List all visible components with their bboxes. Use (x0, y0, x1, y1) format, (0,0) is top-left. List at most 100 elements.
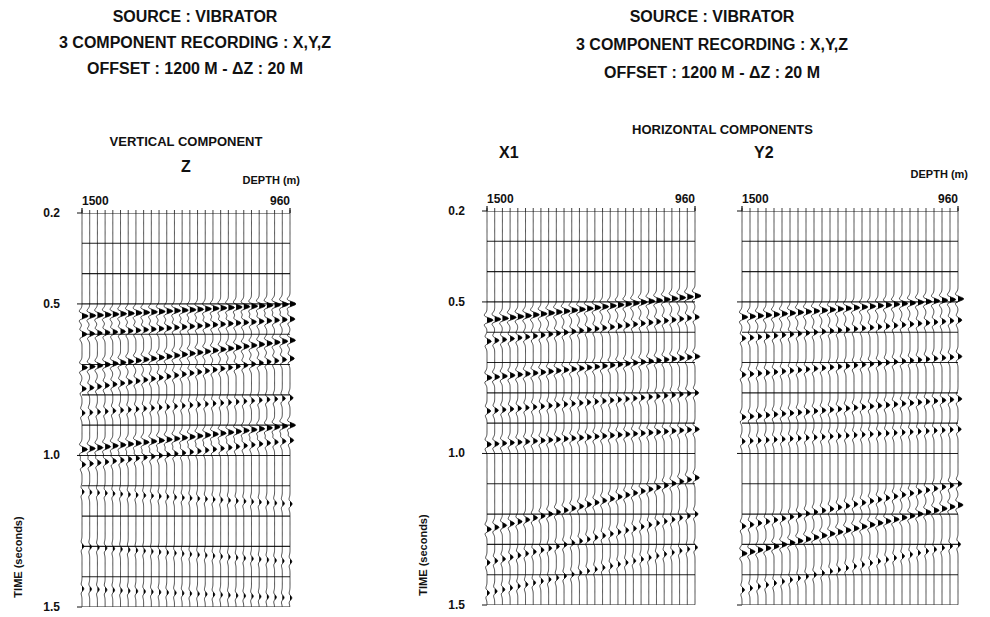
trace-fill (526, 211, 532, 605)
trace (484, 211, 493, 605)
trace (843, 211, 851, 605)
timing-line (82, 243, 290, 244)
trace (554, 211, 563, 605)
trace-tick (266, 210, 267, 213)
trace (279, 213, 288, 607)
header-line: 3 COMPONENT RECORDING : X,Y,Z (59, 34, 331, 51)
y-tick (77, 303, 82, 304)
trace (179, 213, 188, 607)
y-tick (482, 211, 487, 212)
timing-line (487, 574, 695, 575)
trace (654, 211, 663, 605)
panel: ZDEPTH (m)TIME (seconds)15009600.20.51.0… (12, 158, 300, 614)
trace (891, 211, 899, 605)
x-axis-title: DEPTH (m) (243, 174, 301, 186)
trace-tick (212, 210, 213, 213)
panel: X1TIME (seconds)15009600.20.51.01.5 (417, 144, 701, 612)
timing-line (82, 303, 290, 304)
trace (819, 211, 827, 605)
trace (584, 211, 593, 605)
panel-title: X1 (499, 144, 519, 161)
x-tick (957, 206, 958, 211)
trace (835, 211, 843, 605)
trace (118, 213, 127, 607)
trace-fill (502, 211, 508, 605)
trace-tick (189, 210, 190, 213)
trace (133, 213, 142, 607)
trace-tick (934, 208, 935, 211)
trace-fill (290, 213, 296, 607)
trace-tick (750, 208, 751, 211)
timing-line (742, 241, 958, 242)
trace-fill (174, 213, 180, 607)
y-tick (482, 301, 487, 302)
trace-tick (120, 210, 121, 213)
trace (915, 211, 923, 605)
panel: Y2DEPTH (m)1500960 (737, 144, 968, 605)
timing-line (487, 332, 695, 333)
trace-fill (282, 213, 288, 607)
trace (249, 213, 258, 607)
trace (771, 211, 779, 605)
x-tick-label: 1500 (82, 194, 109, 208)
trace (577, 211, 586, 605)
x-tick (81, 208, 82, 213)
trace (827, 211, 835, 605)
y-tick-label: 1.0 (448, 446, 465, 460)
trace (218, 213, 227, 607)
panel-title: Y2 (754, 144, 774, 161)
trace-tick (798, 208, 799, 211)
trace-fill (236, 213, 242, 607)
y-tick (482, 605, 487, 606)
trace-tick (942, 208, 943, 211)
trace (899, 211, 907, 605)
y-tick-label: 1.5 (448, 598, 465, 612)
timing-line (742, 453, 958, 454)
trace-tick (830, 208, 831, 211)
trace (592, 211, 601, 605)
figure: SOURCE : VIBRATOR3 COMPONENT RECORDING :… (0, 0, 990, 617)
trace-tick (862, 208, 863, 211)
trace-tick (894, 208, 895, 211)
trace-fill (926, 211, 932, 605)
trace-tick (633, 208, 634, 211)
trace-tick (790, 208, 791, 211)
trace-tick (671, 208, 672, 211)
trace-fill (595, 211, 601, 605)
y-axis-title: TIME (seconds) (417, 514, 429, 596)
trace-fill (695, 211, 701, 605)
trace-fill (672, 211, 678, 605)
trace-fill (167, 213, 173, 607)
trace (803, 211, 811, 605)
timing-line (82, 213, 290, 214)
trace-tick (135, 210, 136, 213)
x-tick-label: 960 (938, 192, 958, 206)
trace-tick (958, 208, 959, 211)
trace (859, 211, 867, 605)
trace-tick (548, 208, 549, 211)
trace (955, 211, 963, 605)
trace (546, 211, 555, 605)
trace (608, 211, 617, 605)
y-axis-title: TIME (seconds) (12, 516, 24, 598)
trace (763, 211, 771, 605)
trace-fill (934, 211, 940, 605)
trace (561, 211, 570, 605)
trace-tick (105, 210, 106, 213)
trace-tick (774, 208, 775, 211)
header-line: OFFSET : 1200 M - ΔZ : 20 M (87, 60, 303, 77)
trace (110, 213, 119, 607)
trace-tick (846, 208, 847, 211)
trace (907, 211, 915, 605)
y-tick-label: 0.5 (448, 295, 465, 309)
trace (156, 213, 165, 607)
trace (149, 213, 158, 607)
trace-fill (664, 211, 670, 605)
trace-tick (556, 208, 557, 211)
trace-tick (695, 208, 696, 211)
timing-line (742, 271, 958, 272)
trace-fill (136, 213, 142, 607)
x-tick-label: 960 (675, 192, 695, 206)
trace (923, 211, 931, 605)
trace-tick (766, 208, 767, 211)
